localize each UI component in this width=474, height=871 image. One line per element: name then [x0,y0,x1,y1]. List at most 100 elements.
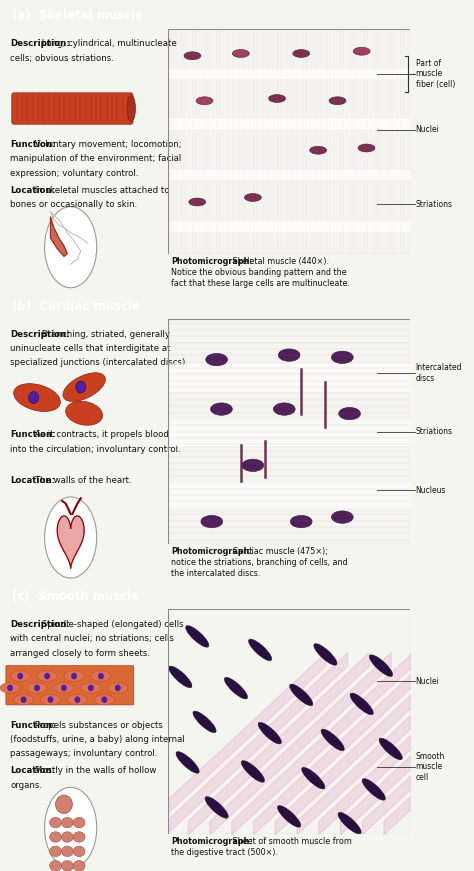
Text: Location:: Location: [10,476,55,485]
Text: the intercalated discs.: the intercalated discs. [171,569,261,578]
Ellipse shape [73,861,85,871]
Text: Cardiac muscle (475×);: Cardiac muscle (475×); [230,547,328,556]
Ellipse shape [339,408,360,420]
Text: Photomicrograph:: Photomicrograph: [171,547,253,556]
Ellipse shape [358,144,375,152]
Ellipse shape [98,672,104,679]
Ellipse shape [94,694,114,705]
Ellipse shape [205,797,228,818]
Text: Long, cylindrical, multinucleate: Long, cylindrical, multinucleate [39,39,177,48]
Ellipse shape [62,817,73,827]
Text: cells; obvious striations.: cells; obvious striations. [10,54,114,63]
Ellipse shape [50,817,62,827]
Ellipse shape [362,779,385,800]
Text: (foodstuffs, urine, a baby) along internal: (foodstuffs, urine, a baby) along intern… [10,735,185,744]
Text: Striations: Striations [416,427,453,436]
Text: with central nuclei; no striations; cells: with central nuclei; no striations; cell… [10,634,174,644]
Circle shape [45,497,97,578]
Text: Location:: Location: [10,766,55,775]
Text: Photomicrograph:: Photomicrograph: [171,837,253,847]
Text: Description:: Description: [10,620,70,629]
Ellipse shape [248,639,272,661]
FancyBboxPatch shape [6,665,134,705]
Ellipse shape [169,666,192,688]
Text: Nuclei: Nuclei [416,677,439,685]
Ellipse shape [224,678,247,699]
Ellipse shape [189,198,206,206]
Ellipse shape [329,97,346,105]
Ellipse shape [310,146,327,154]
Ellipse shape [379,738,402,760]
Text: Description:: Description: [10,329,70,339]
Ellipse shape [73,846,85,856]
Text: notice the striations, branching of cells, and: notice the striations, branching of cell… [171,558,348,567]
Ellipse shape [40,694,61,705]
Ellipse shape [47,697,54,703]
Text: Branching, striated, generally: Branching, striated, generally [39,329,170,339]
Ellipse shape [27,683,47,693]
Text: Function:: Function: [10,720,56,730]
FancyBboxPatch shape [12,93,133,125]
Ellipse shape [201,516,223,528]
Ellipse shape [301,767,325,789]
Ellipse shape [338,813,361,834]
Ellipse shape [44,672,50,679]
Ellipse shape [273,403,295,415]
Text: Photomicrograph:: Photomicrograph: [171,257,253,266]
Ellipse shape [269,95,285,103]
Circle shape [45,206,97,287]
Ellipse shape [13,694,34,705]
Text: bones or occasionally to skin.: bones or occasionally to skin. [10,200,137,209]
Text: Mostly in the walls of hollow: Mostly in the walls of hollow [32,766,156,775]
Ellipse shape [293,50,310,57]
Ellipse shape [64,671,84,681]
Text: Description:: Description: [10,39,70,48]
Ellipse shape [369,655,392,677]
Polygon shape [57,516,84,568]
Ellipse shape [321,729,344,751]
Text: Sheet of smooth muscle from: Sheet of smooth muscle from [230,837,352,847]
Ellipse shape [10,671,30,681]
Text: Spindle-shaped (elongated) cells: Spindle-shaped (elongated) cells [39,620,184,629]
Text: specialized junctions (intercalated discs).: specialized junctions (intercalated disc… [10,358,188,368]
Ellipse shape [186,625,209,647]
Ellipse shape [63,373,105,402]
Ellipse shape [62,861,73,871]
Ellipse shape [206,354,228,366]
Text: Smooth
muscle
cell: Smooth muscle cell [416,752,445,782]
Ellipse shape [37,671,57,681]
Text: As it contracts, it propels blood: As it contracts, it propels blood [32,430,169,439]
Ellipse shape [73,832,85,842]
Text: Function:: Function: [10,430,56,439]
Ellipse shape [0,683,20,693]
Text: Skeletal muscle (440×).: Skeletal muscle (440×). [230,257,329,266]
Ellipse shape [7,685,13,692]
Ellipse shape [331,511,353,523]
Ellipse shape [88,685,94,692]
Text: (a)  Skeletal muscle: (a) Skeletal muscle [12,10,143,23]
Text: Striations: Striations [416,199,453,209]
Text: Part of
muscle
fiber (cell): Part of muscle fiber (cell) [416,59,455,89]
Ellipse shape [74,697,81,703]
Text: Notice the obvious banding pattern and the: Notice the obvious banding pattern and t… [171,267,347,277]
Ellipse shape [67,694,88,705]
Circle shape [45,787,97,868]
Text: Function:: Function: [10,140,56,149]
Ellipse shape [291,516,312,528]
Ellipse shape [176,752,199,773]
Ellipse shape [350,693,374,715]
Ellipse shape [34,685,40,692]
Text: fact that these large cells are multinucleate.: fact that these large cells are multinuc… [171,279,350,287]
Ellipse shape [258,722,282,744]
Ellipse shape [50,832,62,842]
Ellipse shape [314,644,337,665]
Text: organs.: organs. [10,780,42,790]
Ellipse shape [62,846,73,856]
Ellipse shape [108,683,128,693]
Text: Location:: Location: [10,186,55,195]
Text: Propels substances or objects: Propels substances or objects [32,720,163,730]
Ellipse shape [76,381,86,393]
Ellipse shape [232,50,249,57]
Ellipse shape [210,403,232,415]
Ellipse shape [278,349,300,361]
